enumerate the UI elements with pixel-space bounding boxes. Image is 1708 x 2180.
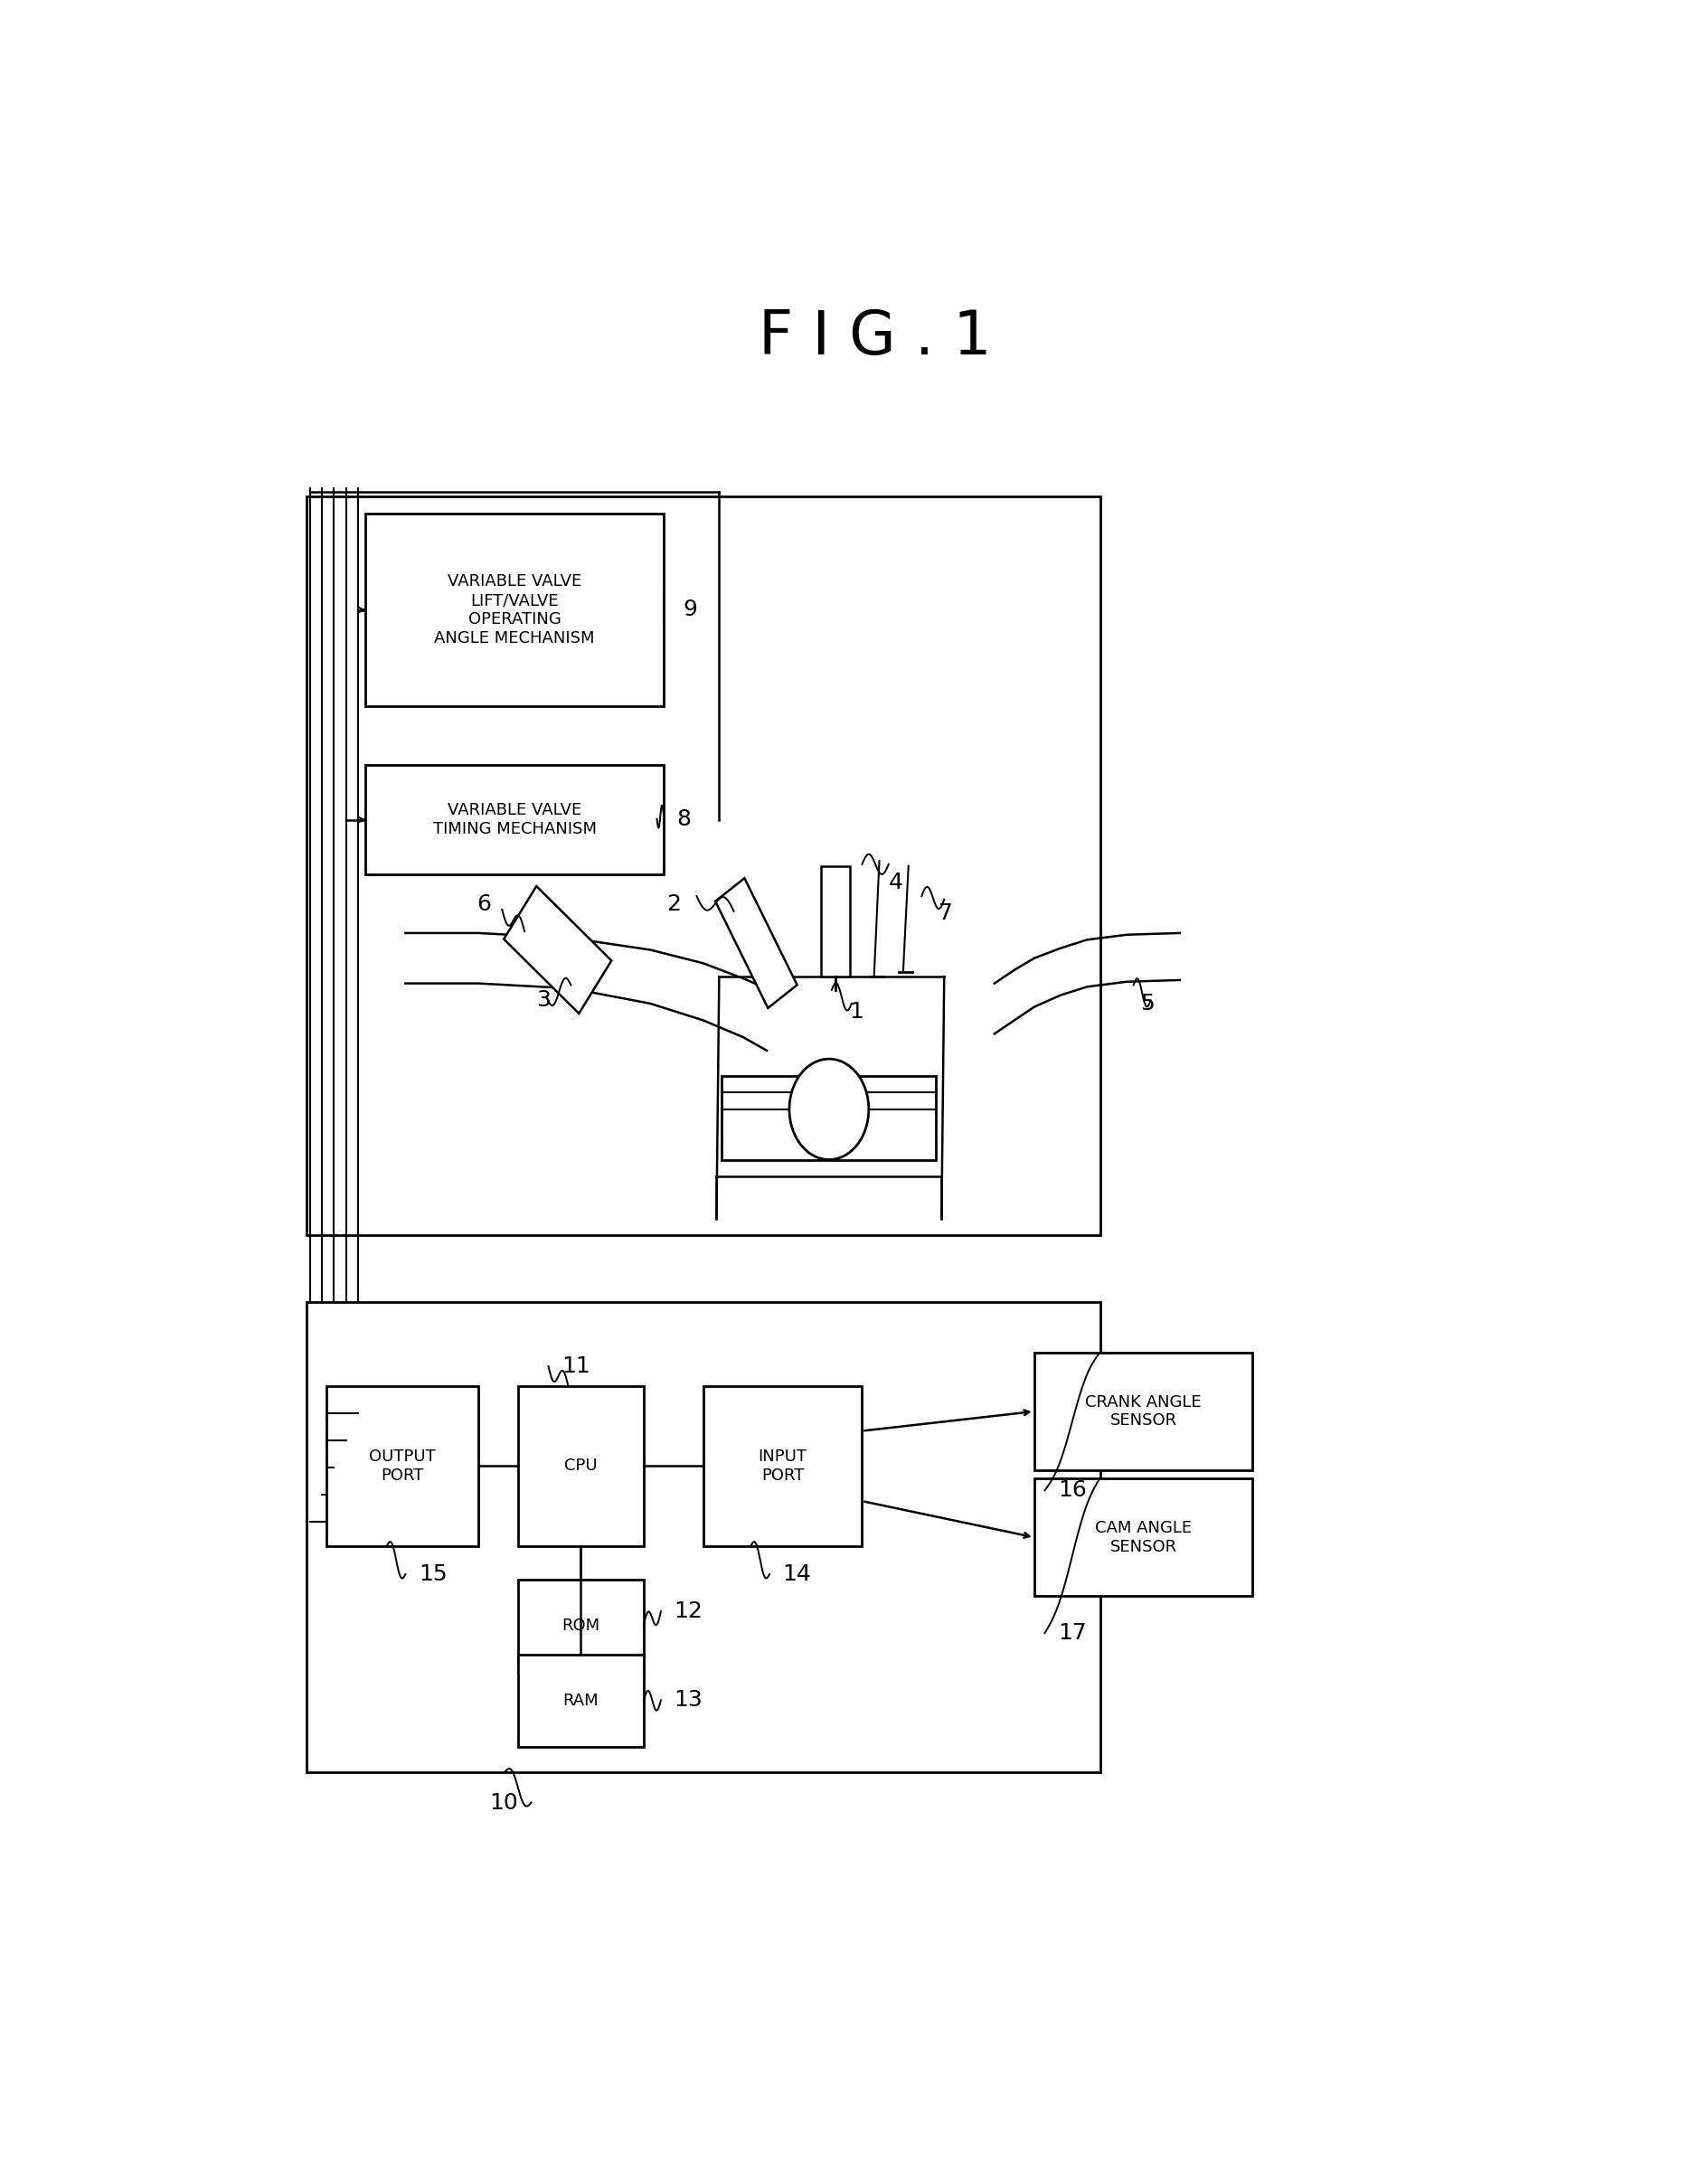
Bar: [326, 1386, 478, 1546]
Bar: [518, 1655, 644, 1746]
Text: 4: 4: [888, 872, 904, 894]
Text: 12: 12: [675, 1600, 704, 1622]
Text: 9: 9: [683, 597, 699, 619]
Text: 1: 1: [849, 1001, 863, 1022]
Polygon shape: [716, 879, 798, 1007]
Bar: [822, 865, 851, 977]
Circle shape: [789, 1059, 869, 1160]
Bar: [722, 1075, 936, 1160]
Bar: [366, 765, 664, 874]
Text: 8: 8: [676, 809, 692, 831]
Bar: [518, 1386, 644, 1546]
Text: INPUT
PORT: INPUT PORT: [758, 1448, 808, 1485]
Text: RAM: RAM: [564, 1694, 600, 1709]
Text: CPU: CPU: [564, 1458, 598, 1474]
Bar: [1035, 1478, 1252, 1596]
Bar: [518, 1578, 644, 1672]
Text: 15: 15: [418, 1563, 447, 1585]
Text: 10: 10: [488, 1792, 518, 1814]
Bar: [306, 497, 1100, 1236]
Text: 17: 17: [1057, 1622, 1086, 1644]
Bar: [1035, 1352, 1252, 1469]
Text: 6: 6: [477, 894, 492, 916]
Bar: [306, 1301, 1100, 1772]
Text: 14: 14: [782, 1563, 811, 1585]
Text: 16: 16: [1057, 1480, 1086, 1502]
Text: OUTPUT
PORT: OUTPUT PORT: [369, 1448, 436, 1485]
Bar: [704, 1386, 863, 1546]
Polygon shape: [504, 885, 611, 1014]
Text: ROM: ROM: [562, 1618, 600, 1633]
Text: 2: 2: [666, 894, 681, 916]
Text: F I G . 1: F I G . 1: [758, 307, 992, 366]
Bar: [366, 514, 664, 706]
Text: VARIABLE VALVE
LIFT/VALVE
OPERATING
ANGLE MECHANISM: VARIABLE VALVE LIFT/VALVE OPERATING ANGL…: [434, 573, 594, 645]
Text: 13: 13: [675, 1690, 704, 1711]
Text: CRANK ANGLE
SENSOR: CRANK ANGLE SENSOR: [1085, 1393, 1201, 1428]
Text: 11: 11: [562, 1356, 591, 1378]
Text: 7: 7: [939, 903, 953, 924]
Text: CAM ANGLE
SENSOR: CAM ANGLE SENSOR: [1095, 1519, 1192, 1554]
Text: 5: 5: [1141, 992, 1155, 1014]
Text: VARIABLE VALVE
TIMING MECHANISM: VARIABLE VALVE TIMING MECHANISM: [432, 802, 596, 837]
Text: 3: 3: [536, 990, 552, 1012]
